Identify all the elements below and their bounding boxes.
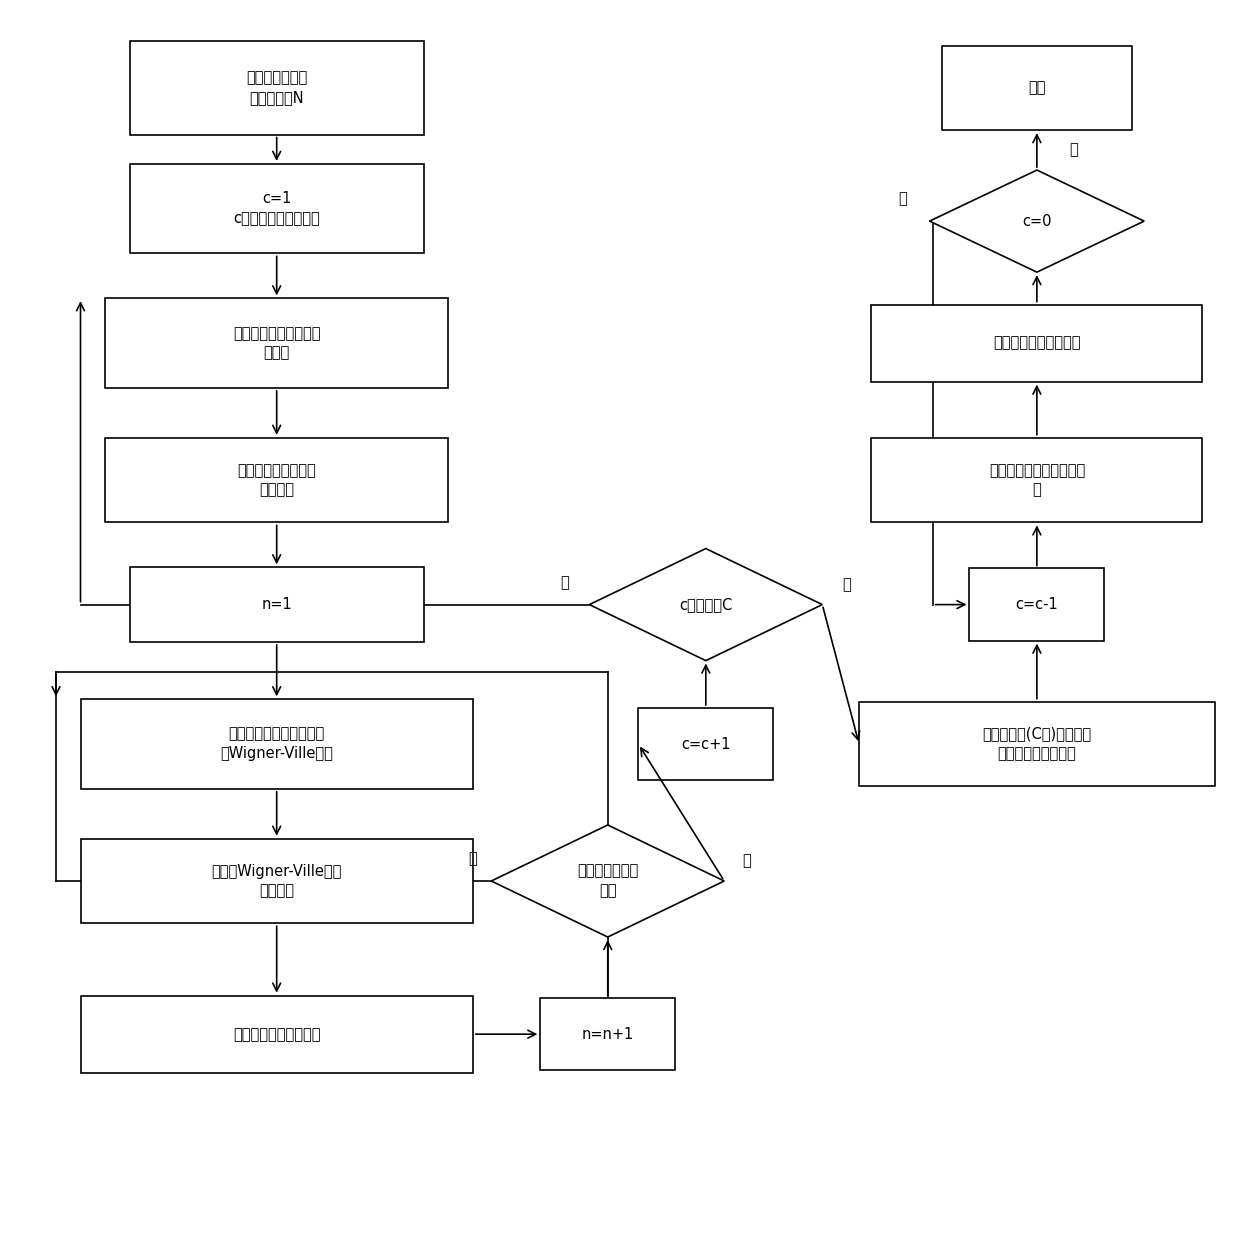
Text: 是: 是: [742, 854, 750, 869]
Text: c小于等于C: c小于等于C: [680, 597, 733, 612]
Bar: [639, 708, 774, 781]
Text: 当前层和上一层数据求均
值: 当前层和上一层数据求均 值: [988, 463, 1085, 497]
Text: 对当前层的数据进行低
通滤波: 对当前层的数据进行低 通滤波: [233, 326, 320, 360]
Bar: [81, 699, 472, 789]
Bar: [105, 298, 449, 388]
Text: 输入实测的信号
信号长度为N: 输入实测的信号 信号长度为N: [246, 71, 308, 106]
Bar: [859, 701, 1215, 787]
Text: 对最后一层(C层)数据序列
上采样（线性插值）: 对最后一层(C层)数据序列 上采样（线性插值）: [982, 726, 1091, 762]
Bar: [970, 569, 1105, 641]
Bar: [105, 438, 449, 522]
Text: n=1: n=1: [262, 597, 293, 612]
Polygon shape: [930, 170, 1145, 272]
Text: 否: 否: [842, 577, 851, 592]
Bar: [541, 998, 675, 1070]
Bar: [81, 838, 472, 923]
Text: 是: 是: [1069, 142, 1078, 157]
Text: 对新的数据序列下采样: 对新的数据序列下采样: [993, 336, 1080, 350]
Text: 否: 否: [898, 191, 906, 206]
Text: 结束: 结束: [1028, 81, 1045, 96]
Text: 求取伪Wigner-Ville分布
极大值点: 求取伪Wigner-Ville分布 极大值点: [212, 864, 342, 899]
Text: c=1
c为当前分解的层序号: c=1 c为当前分解的层序号: [233, 191, 320, 227]
Bar: [872, 305, 1203, 381]
Polygon shape: [589, 549, 822, 661]
Bar: [129, 42, 424, 135]
Bar: [942, 45, 1132, 130]
Polygon shape: [491, 825, 724, 937]
Text: 否: 否: [469, 851, 477, 866]
Bar: [129, 568, 424, 642]
Text: c=0: c=0: [1022, 214, 1052, 229]
Bar: [81, 996, 472, 1073]
Text: 得到滤除噪声后的数据: 得到滤除噪声后的数据: [233, 1026, 320, 1041]
Text: 当前层数据处理
完毕: 当前层数据处理 完毕: [577, 864, 639, 899]
Text: 对下采样之后的数据计算
伪Wigner-Ville分布: 对下采样之后的数据计算 伪Wigner-Ville分布: [221, 726, 334, 762]
Bar: [129, 164, 424, 253]
Text: c=c-1: c=c-1: [1016, 597, 1058, 612]
Text: n=n+1: n=n+1: [582, 1026, 634, 1041]
Bar: [872, 438, 1203, 522]
Text: c=c+1: c=c+1: [681, 737, 730, 752]
Text: 对滤波之后的数据进
行下采样: 对滤波之后的数据进 行下采样: [237, 463, 316, 497]
Text: 是: 是: [560, 574, 569, 589]
